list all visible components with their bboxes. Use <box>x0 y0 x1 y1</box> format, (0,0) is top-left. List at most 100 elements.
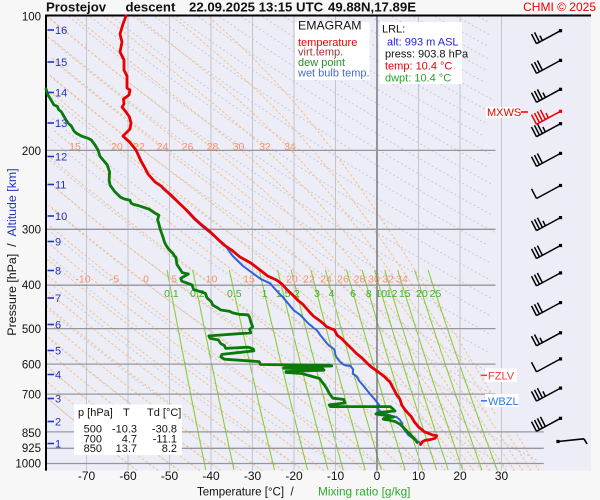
svg-text:9: 9 <box>55 237 61 249</box>
svg-text:100: 100 <box>22 11 41 23</box>
svg-text:32: 32 <box>382 274 394 286</box>
svg-text:wet bulb temp.: wet bulb temp. <box>297 68 370 80</box>
svg-text:FZLV: FZLV <box>488 371 515 383</box>
svg-text:6: 6 <box>55 320 61 332</box>
svg-text:28: 28 <box>354 274 366 286</box>
svg-text:22: 22 <box>303 274 315 286</box>
svg-text:2: 2 <box>55 417 61 429</box>
svg-text:30: 30 <box>368 274 380 286</box>
svg-text:Prostejov: Prostejov <box>46 0 107 15</box>
svg-text:-10: -10 <box>75 274 90 286</box>
svg-text:12: 12 <box>386 288 398 300</box>
svg-text:300: 300 <box>22 224 41 236</box>
svg-text:10: 10 <box>55 211 67 223</box>
svg-text:14: 14 <box>55 88 67 100</box>
svg-text:25: 25 <box>430 288 442 300</box>
svg-text:15: 15 <box>399 288 411 300</box>
svg-text:temperature: temperature <box>298 37 357 49</box>
svg-text:10: 10 <box>206 274 218 286</box>
svg-text:8: 8 <box>55 266 61 278</box>
svg-text:20: 20 <box>286 274 298 286</box>
svg-text:49.88N,17.89E: 49.88N,17.89E <box>328 0 416 15</box>
svg-text:dew point: dew point <box>298 57 345 69</box>
svg-text:20: 20 <box>416 288 428 300</box>
svg-text:500: 500 <box>22 324 41 336</box>
svg-text:alt: 993 m ASL: alt: 993 m ASL <box>387 37 459 49</box>
svg-text:-5: -5 <box>110 274 119 286</box>
svg-text:4: 4 <box>55 370 61 382</box>
svg-text:10: 10 <box>375 288 387 300</box>
svg-text:0: 0 <box>374 469 381 483</box>
svg-text:2: 2 <box>294 288 300 300</box>
svg-text:26: 26 <box>337 274 349 286</box>
svg-text:4: 4 <box>329 288 335 300</box>
svg-text:4.7: 4.7 <box>122 433 137 445</box>
svg-text:925: 925 <box>22 443 41 455</box>
svg-text:-30.8: -30.8 <box>152 424 177 436</box>
svg-text:-10: -10 <box>327 469 345 483</box>
svg-text:15: 15 <box>69 141 81 153</box>
svg-text:CHMI © 2025: CHMI © 2025 <box>523 0 596 14</box>
svg-text:5: 5 <box>171 274 177 286</box>
svg-text:15: 15 <box>55 57 67 69</box>
svg-text:12: 12 <box>55 152 67 164</box>
svg-text:22: 22 <box>133 141 145 153</box>
svg-text:press: 903.8 hPa: press: 903.8 hPa <box>385 49 469 61</box>
svg-text:-10.3: -10.3 <box>112 424 137 436</box>
svg-text:24: 24 <box>320 274 332 286</box>
svg-text:1: 1 <box>55 439 61 451</box>
svg-text:400: 400 <box>22 280 41 292</box>
svg-text:0.1: 0.1 <box>164 288 179 300</box>
svg-text:Pressure [hPa] / Altitude [k: Pressure [hPa] / Altitude [km] <box>5 168 19 335</box>
svg-text:600: 600 <box>22 359 41 371</box>
svg-text:8: 8 <box>366 288 372 300</box>
svg-text:-11.1: -11.1 <box>153 433 177 445</box>
svg-text:3: 3 <box>55 394 61 406</box>
svg-text:8.2: 8.2 <box>162 443 177 455</box>
svg-text:-60: -60 <box>119 469 137 483</box>
svg-text:32: 32 <box>259 141 271 153</box>
svg-text:34: 34 <box>284 141 296 153</box>
svg-text:-50: -50 <box>161 469 179 483</box>
svg-text:dwpt: 10.4 °C: dwpt: 10.4 °C <box>385 73 451 85</box>
svg-text:Mixing ratio [g/kg]: Mixing ratio [g/kg] <box>318 485 410 499</box>
svg-text:16: 16 <box>55 25 67 37</box>
svg-text:34: 34 <box>396 274 408 286</box>
svg-text:13.7: 13.7 <box>116 443 137 455</box>
svg-text:500: 500 <box>84 424 102 436</box>
svg-text:5: 5 <box>55 346 61 358</box>
svg-text:850: 850 <box>22 428 41 440</box>
svg-text:temp: 10.4 °C: temp: 10.4 °C <box>385 61 452 73</box>
svg-text:15: 15 <box>243 274 255 286</box>
svg-text:7: 7 <box>55 293 61 305</box>
svg-text:p [hPa]: p [hPa] <box>78 407 113 419</box>
svg-text:-20: -20 <box>285 469 303 483</box>
svg-text:LRL:: LRL: <box>382 24 405 36</box>
svg-text:10: 10 <box>412 469 426 483</box>
svg-text:Td [°C]: Td [°C] <box>147 407 181 419</box>
svg-text:850: 850 <box>84 443 102 455</box>
svg-text:30: 30 <box>495 469 509 483</box>
svg-text:MXWS: MXWS <box>487 107 521 119</box>
svg-text:200: 200 <box>22 146 41 158</box>
svg-text:T: T <box>123 407 130 419</box>
svg-text:-70: -70 <box>78 469 96 483</box>
svg-text:22.09.2025 13:15 UTC: 22.09.2025 13:15 UTC <box>189 0 324 15</box>
svg-text:0.5: 0.5 <box>227 288 242 300</box>
svg-text:700: 700 <box>84 433 102 445</box>
svg-text:virt.temp.: virt.temp. <box>298 47 343 59</box>
svg-text:descent: descent <box>126 0 176 15</box>
svg-text:13: 13 <box>55 118 67 130</box>
svg-text:Temperature [°C] /: Temperature [°C] / <box>197 487 294 499</box>
svg-text:26: 26 <box>182 141 194 153</box>
svg-text:0: 0 <box>143 274 149 286</box>
svg-text:WBZL: WBZL <box>488 396 519 408</box>
svg-text:30: 30 <box>233 141 245 153</box>
svg-text:24: 24 <box>157 141 169 153</box>
svg-text:3: 3 <box>314 288 320 300</box>
svg-text:28: 28 <box>207 141 219 153</box>
svg-text:20: 20 <box>111 141 123 153</box>
svg-text:1000: 1000 <box>15 459 41 471</box>
svg-text:EMAGRAM: EMAGRAM <box>298 19 362 33</box>
svg-text:-30: -30 <box>244 469 262 483</box>
